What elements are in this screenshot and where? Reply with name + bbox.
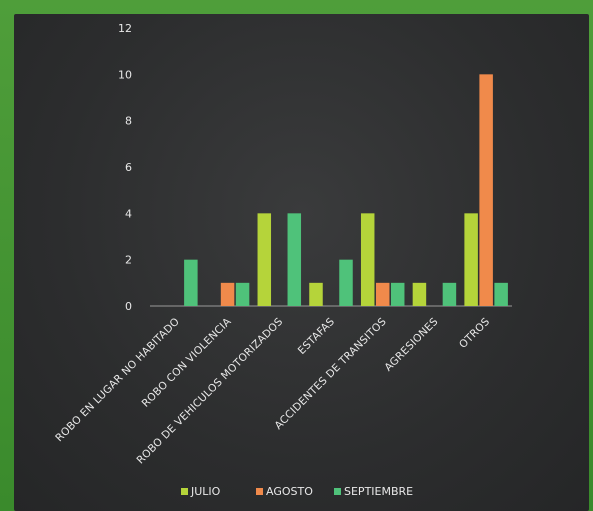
- bar-julio: [309, 282, 323, 306]
- bar-septiembre: [184, 259, 198, 306]
- category-label: ESTAFAS: [296, 316, 337, 357]
- bar-julio: [360, 213, 375, 306]
- axis-layer: 0 2 4 6 8 10 12: [118, 22, 512, 313]
- y-tick-label: 6: [125, 161, 132, 174]
- legend-label: JULIO: [190, 485, 221, 498]
- bar-septiembre: [390, 282, 405, 306]
- category-label: ROBO CON VIOLENCIA: [140, 315, 235, 410]
- bar-septiembre: [287, 213, 302, 306]
- bar-julio: [257, 213, 272, 306]
- bar-agosto: [220, 282, 235, 306]
- bar-septiembre: [494, 282, 508, 306]
- bar-septiembre: [442, 282, 457, 306]
- y-tick-label: 12: [118, 22, 132, 35]
- y-tick-label: 8: [125, 115, 132, 128]
- y-tick-label: 4: [125, 207, 132, 220]
- bar-julio: [412, 282, 427, 306]
- bar-agosto: [375, 282, 390, 306]
- y-tick-label: 0: [125, 300, 132, 313]
- y-tick-label: 10: [118, 68, 132, 81]
- legend: JULIO AGOSTO SEPTIEMBRE: [181, 485, 413, 498]
- category-label: ACCIDENTES DE TRANSITOS: [273, 316, 389, 432]
- category-label: AGRESIONES: [382, 316, 440, 374]
- legend-swatch-agosto: [256, 488, 263, 495]
- bar-septiembre: [235, 282, 250, 306]
- y-tick-label: 2: [125, 254, 132, 267]
- bar-septiembre: [339, 259, 353, 306]
- bars-layer: [184, 74, 508, 306]
- legend-label: SEPTIEMBRE: [344, 485, 413, 498]
- legend-label: AGOSTO: [266, 485, 313, 498]
- chart-panel: [14, 14, 589, 511]
- legend-swatch-julio: [181, 488, 188, 495]
- bar-agosto: [479, 74, 493, 306]
- category-label: OTROS: [457, 316, 492, 351]
- legend-swatch-septiembre: [334, 488, 341, 495]
- bar-julio: [464, 213, 478, 306]
